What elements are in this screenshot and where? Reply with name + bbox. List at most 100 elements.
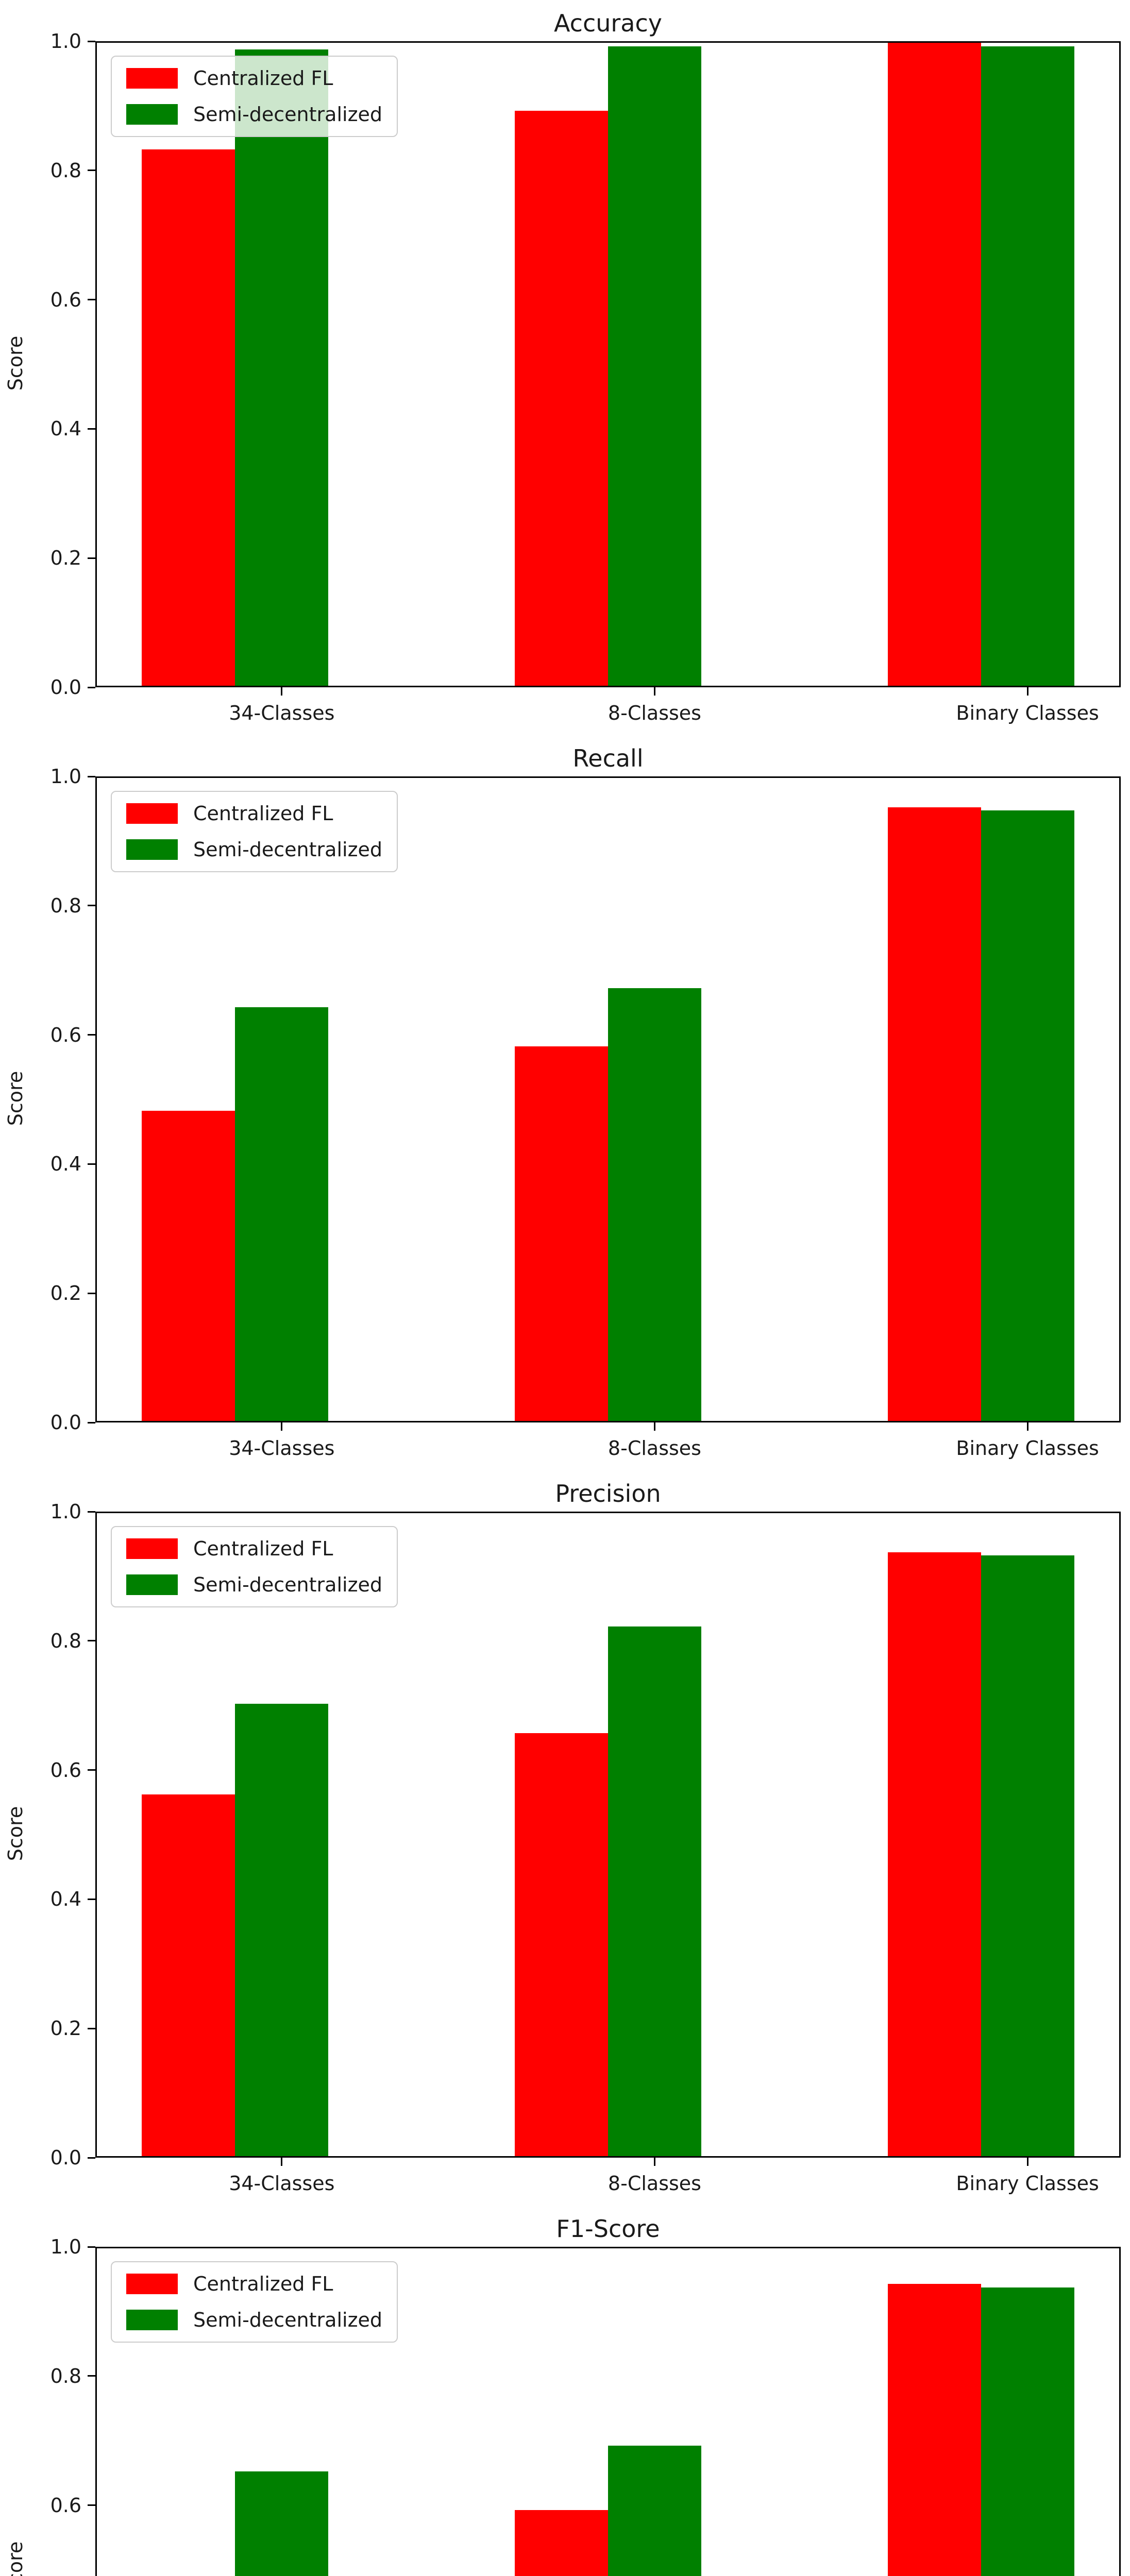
legend-color-patch (126, 68, 178, 89)
chart-accuracy: Accuracy Score 0.0 0.2 0.4 0.6 0.8 1.0 34-Classe… (0, 0, 1130, 735)
legend-label: Semi-decentralized (193, 1573, 383, 1596)
y-tick-mark (88, 775, 95, 777)
chart-title: Precision (555, 1480, 661, 1507)
y-tick-label: 1.0 (50, 30, 81, 53)
y-tick-mark (88, 2246, 95, 2248)
bar-centralized-fl-binary-classes (887, 43, 981, 686)
plot-area (95, 1512, 1121, 2158)
bar-semi-decentralized-8-classes (608, 46, 701, 686)
x-tick-label: 34-Classes (229, 1437, 335, 1460)
legend-color-patch (126, 2274, 178, 2294)
x-tick-mark (281, 2158, 283, 2166)
chart-recall: Recall Score 0.0 0.2 0.4 0.6 0.8 1.0 34-Classes 8… (0, 735, 1130, 1470)
legend: Centralized FL Semi-decentralized (111, 791, 398, 872)
y-tick-label: 0.4 (50, 1888, 81, 1911)
x-tick-mark (1026, 687, 1028, 696)
legend-item-semi-decentralized: Semi-decentralized (126, 103, 382, 126)
y-tick-mark (88, 2504, 95, 2506)
y-tick-label: 0.0 (50, 2146, 81, 2169)
legend: Centralized FL Semi-decentralized (111, 56, 398, 137)
y-axis-label: Score (4, 2541, 27, 2576)
legend-label: Centralized FL (193, 2273, 333, 2295)
y-tick-label: 0.6 (50, 1023, 81, 1046)
bar-centralized-fl-binary-classes (887, 1552, 981, 2156)
y-tick-label: 0.2 (50, 1282, 81, 1305)
x-tick-mark (281, 1422, 283, 1431)
legend-item-centralized-fl: Centralized FL (126, 2273, 382, 2295)
legend-item-centralized-fl: Centralized FL (126, 802, 382, 825)
plot-area (95, 41, 1121, 687)
y-tick-label: 0.8 (50, 2364, 81, 2387)
y-tick-mark (88, 1034, 95, 1036)
x-tick-mark (653, 1422, 655, 1431)
y-tick-label: 0.6 (50, 288, 81, 311)
y-tick-label: 1.0 (50, 2235, 81, 2258)
legend-item-semi-decentralized: Semi-decentralized (126, 1573, 382, 1596)
bar-semi-decentralized-34-classes (235, 49, 329, 686)
bar-centralized-fl-binary-classes (887, 807, 981, 1421)
legend-color-patch (126, 839, 178, 860)
y-tick-mark (88, 2157, 95, 2159)
y-tick-mark (88, 299, 95, 301)
bar-semi-decentralized-binary-classes (981, 46, 1074, 686)
bar-semi-decentralized-binary-classes (981, 1555, 1074, 2156)
x-tick-mark (1026, 2158, 1028, 2166)
bar-semi-decentralized-binary-classes (981, 2287, 1074, 2576)
bar-centralized-fl-8-classes (515, 2510, 608, 2576)
x-tick-label: 34-Classes (229, 2172, 335, 2195)
chart-precision: Precision Score 0.0 0.2 0.4 0.6 0.8 1.0 34-Class… (0, 1470, 1130, 2206)
x-tick-label: Binary Classes (956, 2172, 1099, 2195)
y-tick-mark (88, 170, 95, 172)
y-tick-mark (88, 1511, 95, 1513)
y-axis-label: Score (4, 335, 27, 391)
y-tick-mark (88, 905, 95, 907)
bar-centralized-fl-34-classes (142, 149, 235, 686)
bar-centralized-fl-binary-classes (887, 2284, 981, 2576)
chart-title: Accuracy (553, 9, 663, 37)
legend-label: Semi-decentralized (193, 103, 383, 126)
legend-item-semi-decentralized: Semi-decentralized (126, 838, 382, 861)
chart-title: Recall (572, 744, 644, 772)
legend: Centralized FL Semi-decentralized (111, 1526, 398, 1607)
legend-item-semi-decentralized: Semi-decentralized (126, 2309, 382, 2331)
y-tick-mark (88, 2375, 95, 2377)
y-tick-label: 0.2 (50, 547, 81, 570)
bar-semi-decentralized-34-classes (235, 1704, 329, 2156)
y-tick-mark (88, 1292, 95, 1294)
bar-centralized-fl-8-classes (515, 1733, 608, 2156)
y-tick-mark (88, 1163, 95, 1165)
bar-semi-decentralized-34-classes (235, 2471, 329, 2576)
x-tick-mark (1026, 1422, 1028, 1431)
y-tick-label: 0.8 (50, 894, 81, 917)
legend-label: Semi-decentralized (193, 2309, 383, 2331)
y-tick-mark (88, 1421, 95, 1423)
legend-label: Semi-decentralized (193, 838, 383, 861)
legend-color-patch (126, 2310, 178, 2330)
legend-color-patch (126, 1574, 178, 1595)
x-tick-label: 8-Classes (608, 2172, 701, 2195)
legend-label: Centralized FL (193, 1537, 333, 1560)
y-tick-label: 0.2 (50, 2017, 81, 2040)
y-tick-mark (88, 1640, 95, 1642)
legend-color-patch (126, 803, 178, 824)
y-tick-mark (88, 2027, 95, 2029)
bar-semi-decentralized-8-classes (608, 1626, 701, 2156)
legend-label: Centralized FL (193, 67, 333, 90)
y-axis-label: Score (4, 1806, 27, 1861)
bar-semi-decentralized-8-classes (608, 988, 701, 1421)
x-tick-mark (653, 687, 655, 696)
y-tick-label: 1.0 (50, 1500, 81, 1523)
y-tick-label: 1.0 (50, 765, 81, 788)
x-tick-label: 8-Classes (608, 1437, 701, 1460)
chart-title: F1-Score (556, 2215, 660, 2243)
bar-centralized-fl-8-classes (515, 1046, 608, 1421)
plot-area (95, 2247, 1121, 2576)
x-tick-label: 34-Classes (229, 702, 335, 724)
legend-item-centralized-fl: Centralized FL (126, 1537, 382, 1560)
legend-color-patch (126, 104, 178, 125)
bar-semi-decentralized-34-classes (235, 1007, 329, 1421)
x-tick-label: Binary Classes (956, 702, 1099, 724)
legend: Centralized FL Semi-decentralized (111, 2261, 398, 2343)
y-tick-label: 0.0 (50, 1411, 81, 1434)
